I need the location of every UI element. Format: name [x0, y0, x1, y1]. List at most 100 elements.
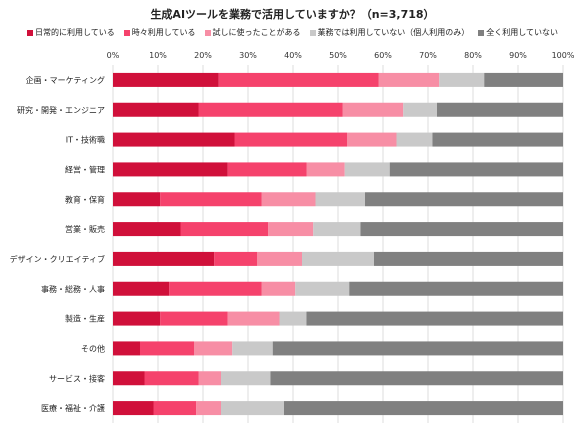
category-label: デザイン・クリエイティブ [10, 254, 105, 264]
bar-segment-2 [227, 311, 280, 326]
legend-swatch-2 [204, 29, 211, 36]
bar-segment-3 [279, 311, 307, 326]
category-label: 製造・生産 [65, 314, 105, 324]
category-label: 経営・管理 [65, 164, 105, 174]
legend-label-3: 業務では利用していない（個人利用のみ） [317, 28, 470, 37]
bar-segment-0 [113, 311, 161, 326]
legend-swatch-3 [309, 29, 316, 36]
legend-item-0: 日常的に利用している [26, 27, 115, 38]
bar-segment-1 [218, 72, 379, 87]
category-label: その他 [81, 343, 105, 353]
bar-segment-3 [315, 192, 365, 207]
bar-segment-3 [403, 102, 437, 117]
legend-label-4: 全く利用していない [486, 28, 559, 37]
bar-segment-1 [214, 251, 257, 266]
bar-segment-0 [113, 281, 170, 296]
bar-segment-1 [160, 192, 262, 207]
category-label: サービス・接客 [49, 373, 105, 383]
bar-segment-4 [374, 251, 563, 266]
bar-segment-1 [198, 102, 343, 117]
category-label: 事務・総務・人事 [41, 284, 105, 294]
legend-item-4: 全く利用していない [478, 27, 558, 38]
bar-segment-0 [113, 132, 235, 147]
x-tick-label: 10% [149, 51, 167, 60]
bar-segment-2 [261, 281, 296, 296]
legend-item-3: 業務では利用していない（個人利用のみ） [309, 27, 470, 38]
legend-swatch-4 [478, 29, 485, 36]
x-tick-label: 70% [419, 51, 437, 60]
bar-segment-4 [432, 132, 563, 147]
category-label: 教育・保育 [65, 194, 105, 204]
bar-segment-3 [221, 401, 284, 416]
bar-segment-4 [365, 192, 563, 207]
legend-swatch-0 [26, 29, 33, 36]
category-label: IT・技術職 [66, 135, 105, 145]
legend-swatch-1 [123, 29, 130, 36]
bar-segment-3 [302, 251, 374, 266]
bar-segment-4 [437, 102, 563, 117]
bar-segment-3 [295, 281, 350, 296]
bar-segment-0 [113, 371, 145, 386]
bar-segment-4 [484, 72, 563, 87]
bar-segment-2 [268, 222, 314, 237]
bar-segment-2 [306, 162, 345, 177]
bar-segment-2 [342, 102, 404, 117]
category-label: 研究・開発・エンジニア [17, 105, 105, 115]
bar-segment-1 [160, 311, 228, 326]
bar-segment-0 [113, 251, 215, 266]
bar-segment-4 [284, 401, 563, 416]
legend-label-2: 試しに使ったことがある [212, 28, 301, 37]
bar-segment-0 [113, 102, 199, 117]
bar-segment-2 [257, 251, 302, 266]
bar-segment-3 [396, 132, 433, 147]
bar-segment-1 [140, 341, 194, 356]
bar-segment-1 [153, 401, 197, 416]
bar-segment-4 [360, 222, 563, 237]
x-tick-label: 0% [107, 51, 120, 60]
bar-segment-4 [306, 311, 563, 326]
x-tick-label: 90% [509, 51, 527, 60]
bar-segment-0 [113, 192, 161, 207]
bar-segment-1 [180, 222, 269, 237]
legend-item-1: 時々利用している [123, 27, 196, 38]
bar-segment-4 [270, 371, 563, 386]
bar-segment-2 [196, 401, 221, 416]
x-tick-label: 50% [329, 51, 347, 60]
bar-segment-1 [227, 162, 307, 177]
bar-segment-2 [198, 371, 221, 386]
bar-segment-0 [113, 222, 181, 237]
legend-label-1: 時々利用している [131, 28, 196, 37]
bar-segment-1 [144, 371, 199, 386]
bar-segment-0 [113, 341, 140, 356]
bar-segment-2 [194, 341, 233, 356]
chart-title: 生成AIツールを業務で活用していますか？（n=3,718） [150, 8, 435, 21]
legend-label-0: 日常的に利用している [34, 28, 115, 37]
bar-segment-3 [232, 341, 273, 356]
category-label: 医療・福祉・介護 [41, 403, 105, 413]
bar-segment-1 [234, 132, 347, 147]
category-label: 企画・マーケティング [26, 75, 105, 85]
bar-segment-0 [113, 72, 219, 87]
x-tick-label: 40% [284, 51, 302, 60]
legend-item-2: 試しに使ったことがある [204, 27, 301, 38]
bar-segment-2 [261, 192, 316, 207]
bar-segment-2 [378, 72, 440, 87]
category-label: 営業・販売 [65, 224, 105, 234]
bar-segment-3 [221, 371, 271, 386]
bar-segment-3 [313, 222, 361, 237]
bar-segment-1 [169, 281, 262, 296]
bar-segment-2 [347, 132, 397, 147]
bar-segment-3 [344, 162, 390, 177]
bar-segment-4 [389, 162, 563, 177]
x-tick-label: 20% [194, 51, 212, 60]
bar-segment-4 [272, 341, 563, 356]
x-tick-label: 60% [374, 51, 392, 60]
x-tick-label: 80% [464, 51, 482, 60]
bar-segment-0 [113, 401, 154, 416]
x-tick-label: 30% [239, 51, 257, 60]
bar-segment-4 [349, 281, 563, 296]
x-tick-label: 100% [552, 51, 575, 60]
bar-segment-3 [439, 72, 485, 87]
